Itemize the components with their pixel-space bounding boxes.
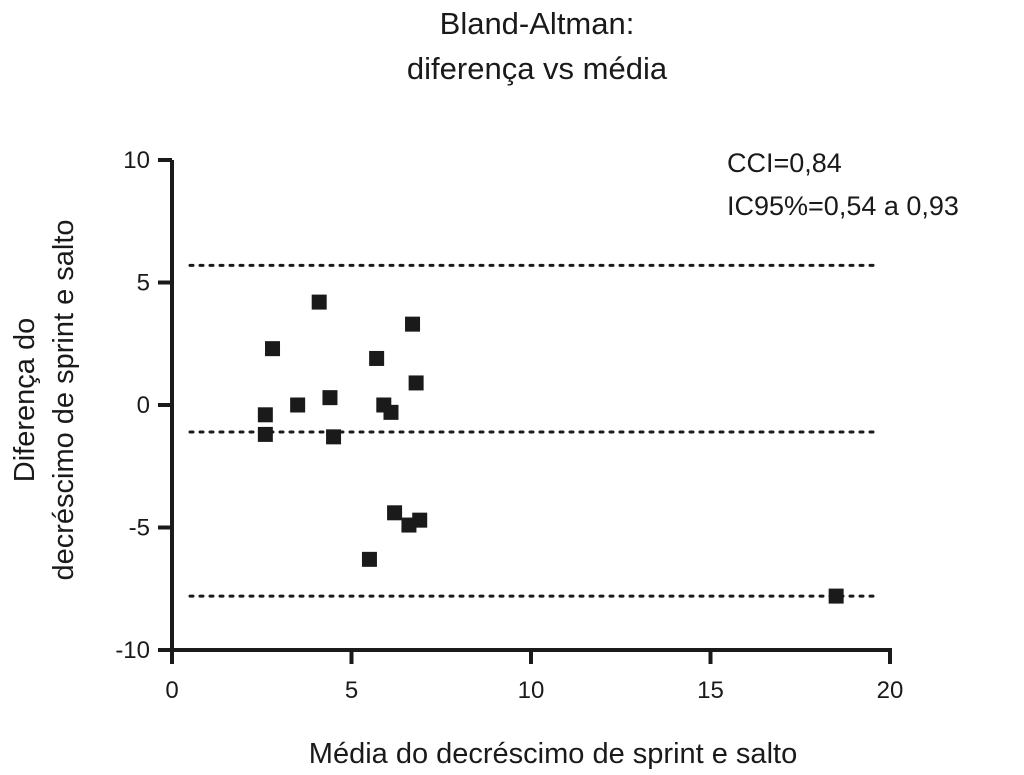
x-tick-label: 20 bbox=[877, 677, 904, 704]
data-point bbox=[828, 588, 844, 604]
data-point bbox=[311, 294, 327, 310]
data-point bbox=[387, 505, 403, 521]
data-point bbox=[405, 316, 421, 332]
chart-title-line-1: Bland-Altman: bbox=[440, 6, 635, 41]
data-point bbox=[408, 375, 424, 391]
data-point bbox=[257, 426, 273, 442]
x-tick-label: 5 bbox=[345, 677, 358, 704]
data-point bbox=[322, 390, 338, 406]
data-points bbox=[257, 294, 844, 604]
data-point bbox=[401, 517, 417, 533]
data-point bbox=[290, 397, 306, 413]
annotation-cci: CCI=0,84 bbox=[727, 148, 842, 178]
x-axis-label: Média do decréscimo de sprint e salto bbox=[309, 738, 797, 770]
axes: 10 5 0 -5 -10 0 5 10 15 20 bbox=[115, 147, 903, 704]
data-point bbox=[265, 341, 281, 357]
y-axis-label-line-2: decréscimo de sprint e salto bbox=[48, 219, 80, 580]
y-tick-label: 0 bbox=[137, 392, 150, 419]
x-tick-label: 0 bbox=[165, 677, 178, 704]
y-tick-label: -10 bbox=[115, 637, 150, 664]
y-tick-label: 5 bbox=[137, 270, 150, 297]
y-tick-label: 10 bbox=[123, 147, 150, 174]
annotation-ic95: IC95%=0,54 a 0,93 bbox=[727, 191, 959, 221]
data-point bbox=[257, 407, 273, 423]
data-point bbox=[361, 551, 377, 567]
y-axis-label-line-1: Diferença do bbox=[9, 318, 41, 482]
y-axis-label: Diferença do decréscimo de sprint e salt… bbox=[9, 219, 80, 580]
x-tick-label: 10 bbox=[518, 677, 545, 704]
reference-lines bbox=[188, 263, 882, 598]
chart-title-line-2: diferença vs média bbox=[407, 51, 668, 86]
data-point bbox=[383, 404, 399, 420]
data-point bbox=[369, 350, 385, 366]
y-tick-label: -5 bbox=[129, 515, 150, 542]
x-tick-label: 15 bbox=[697, 677, 724, 704]
data-point bbox=[326, 429, 342, 445]
